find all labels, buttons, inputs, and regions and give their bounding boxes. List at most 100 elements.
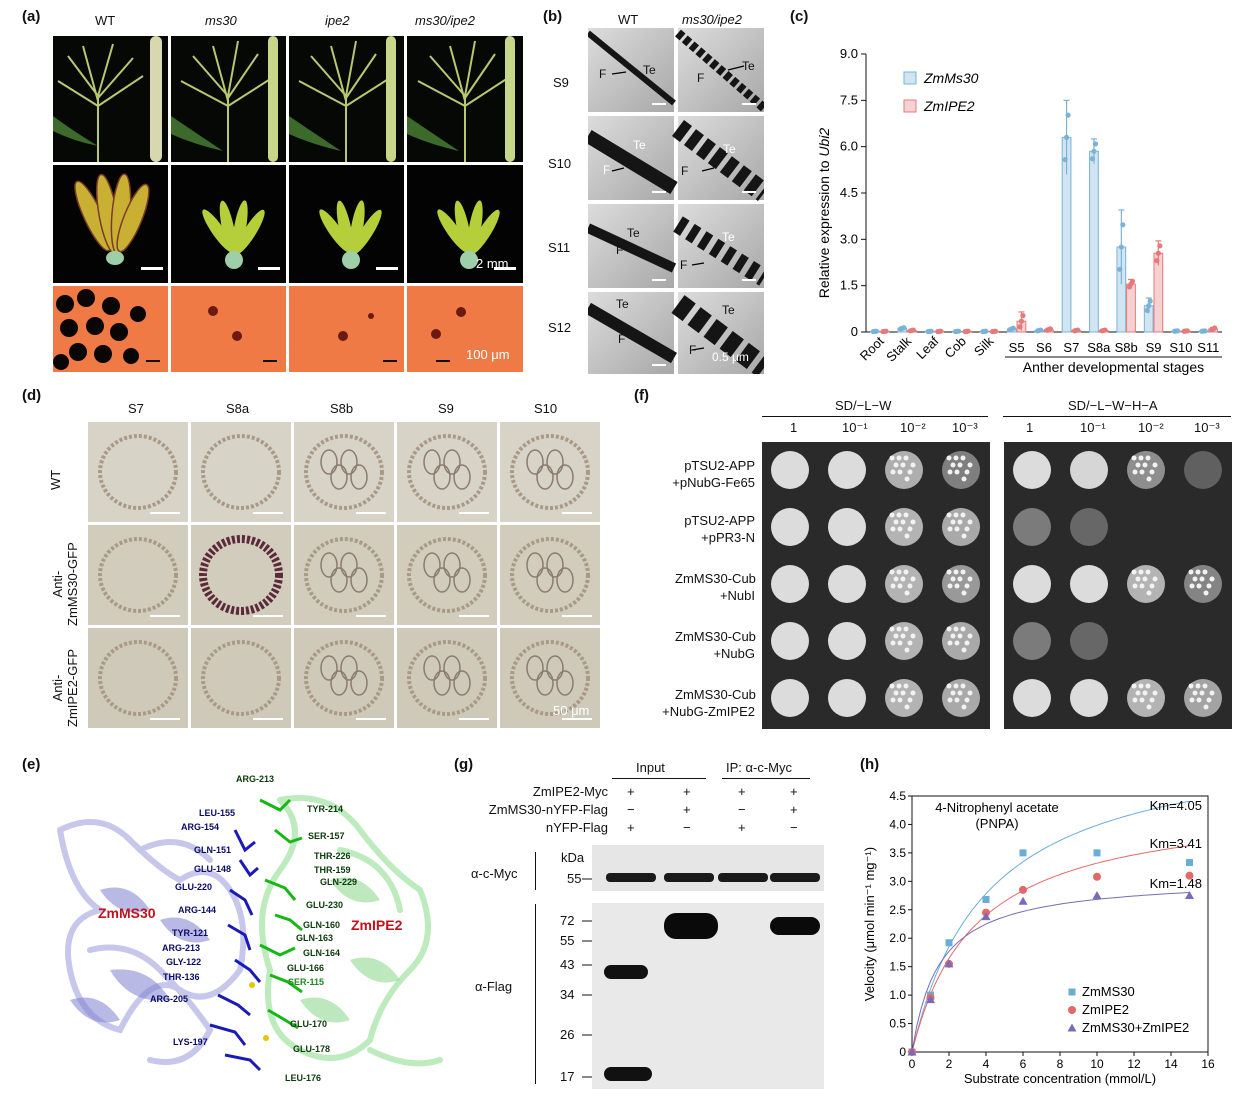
panel-a-col-ms30ipe2: ms30/ipe2	[415, 13, 475, 28]
d-pollen	[423, 552, 441, 578]
panel-d-scale: 50 μm	[553, 703, 590, 718]
c-y-tick-label: 4.5	[840, 185, 858, 200]
f-colony-dot	[957, 633, 963, 639]
h-legend-marker-ZmMS30+ZmIPE2	[1067, 1023, 1077, 1032]
g-sign: +	[627, 784, 635, 799]
f-colony-dot	[893, 462, 899, 468]
g-band-flag-fusion-ip	[770, 917, 820, 935]
f-colony-spot	[1127, 451, 1165, 489]
d-scale-bar	[459, 615, 489, 617]
f-colony-dot	[1149, 697, 1155, 703]
f-colony-dot	[1199, 690, 1205, 696]
f-colony-dot	[900, 462, 906, 468]
f-colony-spot	[885, 451, 923, 489]
panel-b-col-mutant: ms30/ipe2	[682, 12, 742, 27]
d-pollen	[556, 567, 574, 593]
f-colony-dot	[946, 569, 952, 575]
d-anther-wall	[407, 537, 487, 613]
d-section-cell	[191, 628, 291, 728]
f-colony-dot	[907, 469, 913, 475]
f-colony-dot	[896, 683, 902, 689]
c-y-tick-label: 1.5	[840, 278, 858, 293]
f-colony-dot	[946, 683, 952, 689]
tem-te-s10-mut: Te	[723, 142, 736, 156]
h-x-tick-label: 6	[1020, 1057, 1027, 1071]
f-colony-spot	[1184, 565, 1222, 603]
panel-g-myc-label: α-c-Myc	[471, 866, 518, 881]
d-scale-bar	[150, 615, 180, 617]
f-colony-dot	[910, 633, 916, 639]
tassel-row	[53, 36, 523, 162]
e-residue-green: ARG-213	[236, 774, 275, 784]
panel-c-label: (c)	[790, 8, 809, 25]
d-scale-bar	[562, 512, 592, 514]
f-colony-dot	[1206, 697, 1212, 703]
f-colony-dot	[900, 633, 906, 639]
h-point-ZmMS30	[1019, 849, 1027, 857]
d-pollen	[320, 655, 338, 681]
d-pollen	[556, 464, 574, 490]
g-band-flag-nyfp-low	[604, 1067, 652, 1081]
panel-a-scale-bot: 100 μm	[466, 347, 510, 362]
h-title: 4-Nitrophenyl acetate	[935, 800, 1059, 815]
f-colony-dot	[957, 462, 963, 468]
panel-a-scale-mid: 2 mm	[476, 256, 509, 271]
h-x-tick-label: 12	[1127, 1057, 1141, 1071]
f-colony-spot	[828, 508, 866, 546]
panel-g-flag-bracket	[535, 904, 536, 1084]
h-y-tick-label: 4.5	[889, 789, 906, 803]
g-sign: +	[790, 802, 798, 817]
g-sign: −	[790, 820, 798, 835]
d-pollen	[330, 567, 348, 593]
f-colony-spot	[771, 508, 809, 546]
panel-b-row-s10: S10	[548, 156, 572, 171]
d-pollen	[433, 464, 451, 490]
panel-f-group-2: SD/−L−W−H−A	[1068, 398, 1158, 413]
d-pollen	[526, 552, 544, 578]
c-legend-label-ZmMs30: ZmMs30	[923, 70, 979, 86]
f-colony-dot	[1142, 576, 1148, 582]
f-colony-dot	[967, 576, 973, 582]
c-legend-swatch-ZmMs30	[903, 71, 917, 85]
f-colony-dot	[960, 569, 966, 575]
c-x-label-Silk: Silk	[971, 333, 997, 359]
f-colony-dot	[954, 640, 960, 646]
f-colony-dot	[1131, 569, 1137, 575]
f-colony-dot	[1132, 583, 1138, 589]
g-band-myc	[718, 873, 768, 882]
f-colony-dot	[960, 683, 966, 689]
f-dilution-label: 1	[1026, 420, 1034, 435]
c-point	[1075, 327, 1081, 333]
h-x-tick-label: 0	[909, 1057, 916, 1071]
c-point	[1117, 266, 1123, 272]
d-pollen	[350, 670, 368, 696]
f-colony-dot	[947, 469, 953, 475]
f-colony-dot	[910, 462, 916, 468]
e-residue-blue: ARG-154	[181, 822, 220, 832]
c-point	[1120, 222, 1126, 228]
f-colony-dot	[893, 519, 899, 525]
c-point	[1118, 244, 1124, 250]
panel-b-col-wt: WT	[618, 12, 639, 27]
d-anther-wall	[98, 434, 178, 510]
f-colony-dot	[1152, 462, 1158, 468]
c-point	[1146, 303, 1152, 309]
c-point	[955, 328, 962, 334]
panel-d-row-anti-ms30: Anti- ZmMS30-GFP	[50, 542, 80, 626]
f-colony-dot	[964, 583, 970, 589]
panel-g-flag-label: α-Flag	[475, 979, 513, 994]
c-point	[1063, 134, 1070, 140]
f-colony-dot	[900, 519, 906, 525]
f-colony-dot	[896, 626, 902, 632]
f-colony-dot	[893, 690, 899, 696]
d-scale-bar	[562, 718, 592, 720]
h-fit-curve-ZmMS30	[911, 800, 1190, 1053]
e-residue-blue: GLY-122	[166, 957, 202, 967]
f-colony-dot	[947, 697, 953, 703]
d-pollen	[433, 670, 451, 696]
f-colony-dot	[1149, 469, 1155, 475]
f-colony-dot	[1192, 576, 1198, 582]
e-residue-green: GLU-178	[293, 1044, 331, 1054]
f-colony-dot	[889, 626, 895, 632]
tem-f-s11-mut: F	[680, 258, 688, 272]
